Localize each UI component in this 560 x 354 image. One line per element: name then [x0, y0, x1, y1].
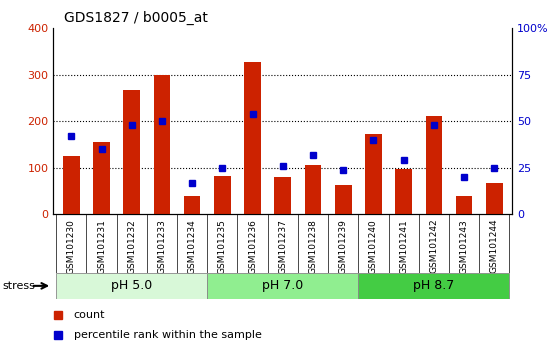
Text: pH 7.0: pH 7.0 — [262, 279, 304, 292]
Bar — [456, 195, 473, 214]
Text: GDS1827 / b0005_at: GDS1827 / b0005_at — [64, 11, 208, 25]
Text: GSM101237: GSM101237 — [278, 219, 287, 274]
Bar — [153, 75, 170, 214]
Bar — [214, 176, 231, 214]
Bar — [426, 116, 442, 214]
Text: count: count — [74, 309, 105, 320]
Bar — [305, 165, 321, 214]
Bar — [274, 177, 291, 214]
Text: GSM101232: GSM101232 — [127, 219, 136, 274]
Bar — [123, 90, 140, 214]
Bar — [335, 185, 352, 214]
FancyBboxPatch shape — [358, 273, 510, 299]
Text: GSM101239: GSM101239 — [339, 219, 348, 274]
Text: GSM101233: GSM101233 — [157, 219, 166, 274]
Bar — [486, 183, 502, 214]
Text: GSM101242: GSM101242 — [430, 219, 438, 274]
Bar — [244, 62, 261, 214]
Text: GSM101244: GSM101244 — [490, 219, 499, 274]
Text: GSM101241: GSM101241 — [399, 219, 408, 274]
Bar — [184, 195, 200, 214]
Text: GSM101240: GSM101240 — [369, 219, 378, 274]
Bar — [365, 134, 382, 214]
Text: GSM101234: GSM101234 — [188, 219, 197, 274]
Text: GSM101235: GSM101235 — [218, 219, 227, 274]
Text: pH 8.7: pH 8.7 — [413, 279, 455, 292]
Text: stress: stress — [3, 281, 36, 291]
Bar — [93, 142, 110, 214]
Text: GSM101230: GSM101230 — [67, 219, 76, 274]
FancyBboxPatch shape — [56, 273, 207, 299]
Text: GSM101231: GSM101231 — [97, 219, 106, 274]
Text: GSM101243: GSM101243 — [460, 219, 469, 274]
Text: GSM101238: GSM101238 — [309, 219, 318, 274]
FancyBboxPatch shape — [207, 273, 358, 299]
Text: pH 5.0: pH 5.0 — [111, 279, 152, 292]
Text: GSM101236: GSM101236 — [248, 219, 257, 274]
Bar — [63, 156, 80, 214]
Bar — [395, 169, 412, 214]
Text: percentile rank within the sample: percentile rank within the sample — [74, 330, 262, 339]
